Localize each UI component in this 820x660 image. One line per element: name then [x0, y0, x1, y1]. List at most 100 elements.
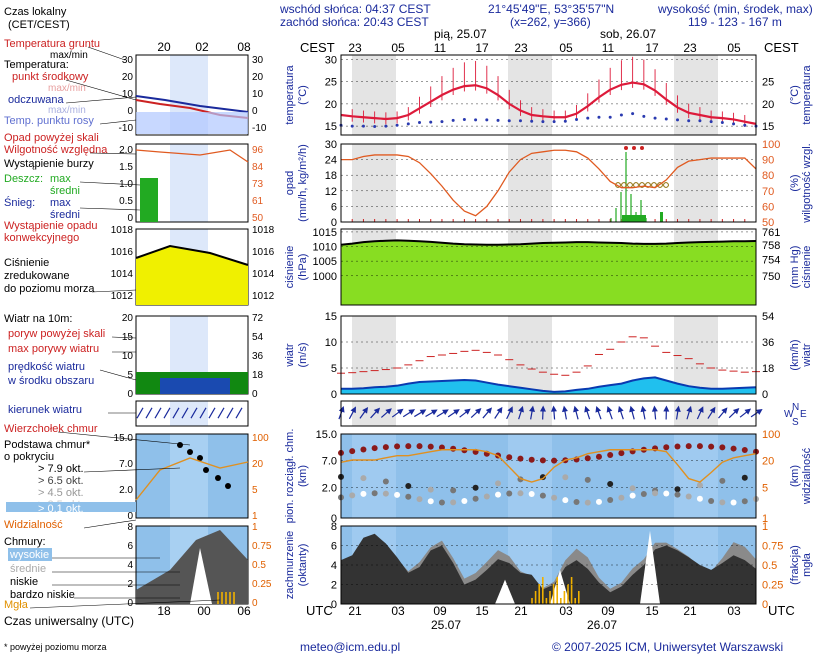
cloud-base-dot — [371, 490, 378, 497]
rain-mean-bar — [622, 215, 646, 222]
cloud-tick-left: 0 — [331, 599, 337, 611]
wind-arrow-head — [686, 405, 693, 413]
cloud-base-dot — [562, 474, 569, 481]
wind-tick-right: 36 — [762, 337, 774, 349]
vis-tick-right: 20 — [762, 456, 774, 468]
dew-point-dot — [597, 115, 601, 119]
dew-point-dot — [518, 119, 522, 123]
precip-over-marker — [624, 146, 628, 150]
cloud-base-dot — [708, 497, 715, 504]
legend-vis-line — [135, 457, 249, 501]
legend-high-box — [8, 548, 52, 561]
cloud-base-dot — [741, 498, 748, 505]
pressure-tick-right: 750 — [762, 271, 780, 283]
night-band — [674, 144, 718, 222]
dew-point-dot — [541, 120, 545, 124]
legend-prec-tick-r: 84 — [252, 162, 264, 173]
cloud-base-dot — [539, 457, 546, 464]
legend-cl-low: niskie — [10, 576, 38, 588]
humidity-tick-right: 100 — [762, 139, 780, 151]
cloud-base-dot — [506, 490, 513, 497]
legend-pressure-area — [136, 246, 248, 305]
legend-wind-arrow — [190, 407, 198, 419]
humidity-line — [341, 149, 757, 217]
cest-tick: 17 — [645, 41, 659, 55]
wind-tick-right: 54 — [762, 311, 774, 323]
cloud-base-dot — [382, 478, 389, 485]
legend-cl-tick-r: 0 — [252, 598, 258, 609]
dew-point-dot — [608, 115, 612, 119]
cloud-base-dot — [629, 485, 636, 492]
legend-wind-tick-r: 54 — [252, 332, 264, 343]
storm-marker — [663, 182, 669, 188]
dew-point-dot — [743, 123, 747, 127]
wind-axis-unit: (m/s) — [297, 342, 309, 367]
temp-tick-left: 15 — [325, 121, 337, 133]
wind-arrow — [539, 405, 546, 420]
cloud-base-dot — [450, 499, 457, 506]
wind-arrow — [696, 406, 704, 420]
panel-border — [340, 54, 757, 136]
wind-arrow-head — [698, 406, 704, 413]
legend-temp-maxmin: max/min — [48, 83, 86, 94]
cloud-base-dot — [595, 498, 602, 505]
cloud-base-dot — [438, 499, 445, 506]
wind-arrow-head — [485, 407, 493, 414]
humidity-tick-right: 50 — [762, 217, 774, 229]
wind-kmh-title: wiatr — [801, 343, 813, 368]
legend-prec-tick-r: 96 — [252, 145, 264, 156]
legend-wind-tick-r: 0 — [252, 389, 258, 400]
pressure-area — [341, 240, 756, 305]
cloud-base-dot — [652, 490, 659, 497]
cloud-base-dot — [640, 491, 647, 498]
cloud-base-dot — [360, 475, 367, 482]
fog-tick-right: 1 — [762, 521, 768, 533]
compass-e: E — [800, 409, 807, 420]
cloud-base-dot — [461, 497, 468, 504]
legend-pres-tick-l: 1016 — [111, 247, 134, 258]
legend-wind-arrow — [163, 407, 171, 419]
cloud-base-dot — [685, 443, 692, 450]
temp-tick-right: 15 — [762, 121, 774, 133]
legend-cloud-dot — [177, 442, 183, 448]
legend-press2: zredukowane — [4, 270, 69, 282]
wind-arrow — [728, 407, 740, 419]
email-link[interactable]: meteo@icm.edu.pl — [300, 640, 401, 654]
utc-tick: 03 — [559, 604, 573, 618]
legend-rain-mean: średni — [50, 185, 80, 197]
legend-pres-tick-r: 1018 — [252, 225, 275, 236]
wind-arrow — [663, 405, 670, 420]
cloud-base-dot — [730, 445, 737, 452]
night-band — [508, 401, 552, 426]
cloud-base-dot — [674, 443, 681, 450]
cloud-base-dot — [607, 451, 614, 458]
vis-axis-title: widzialność — [801, 447, 813, 505]
wind-kmh-unit: (km/h) — [789, 339, 801, 370]
cloud-base-dot — [573, 498, 580, 505]
pressure-tick-left: 1000 — [313, 271, 337, 283]
cloud-base-dot — [450, 487, 457, 494]
legend-leader-line — [87, 46, 126, 61]
panel-border — [340, 433, 757, 519]
rain-mean-bar — [660, 212, 663, 222]
wind-arrow-head — [663, 405, 670, 412]
legend-local-tick: 20 — [157, 40, 171, 54]
cloud-base-dot — [483, 493, 490, 500]
night-band — [352, 144, 396, 222]
wind-arrow-head — [475, 408, 482, 415]
humidity-tick-right: 80 — [762, 170, 774, 182]
wind-tick-right: 0 — [762, 389, 768, 401]
legend-wind-arrow-shaft — [163, 407, 171, 419]
cloud-base-dot — [674, 486, 681, 493]
wind-tick-right: 18 — [762, 363, 774, 375]
wind-arrow — [359, 406, 369, 419]
humidity-tick-right: 60 — [762, 201, 774, 213]
wind-tick-left: 15 — [325, 311, 337, 323]
precip-tick-left: 24 — [325, 155, 337, 167]
wind-arrow-head — [373, 407, 381, 415]
legend-cb-tick-r: 100 — [252, 433, 269, 444]
legend-snow-mean: średni — [50, 209, 80, 221]
cloud-base-dot — [685, 493, 692, 500]
cloud-tick-left: 6 — [331, 541, 337, 553]
